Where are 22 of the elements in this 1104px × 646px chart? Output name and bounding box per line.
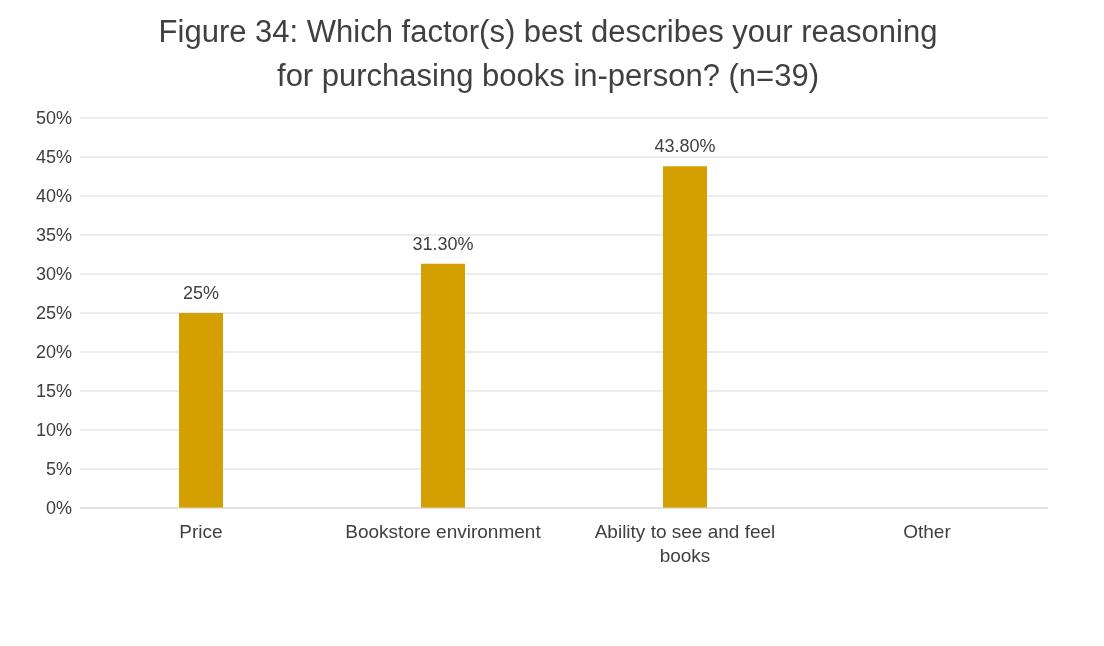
x-tick-label: Other xyxy=(903,521,952,542)
y-tick-label: 0% xyxy=(45,498,72,519)
x-tick-label: Price xyxy=(179,521,223,542)
y-tick-label: 30% xyxy=(35,264,72,285)
bar xyxy=(179,313,223,508)
y-tick-label: 50% xyxy=(35,108,72,129)
data-label: 31.30% xyxy=(412,233,474,254)
x-tick-label: Bookstore environment xyxy=(345,521,542,542)
y-tick-label: 40% xyxy=(35,186,72,207)
y-tick-label: 10% xyxy=(35,420,72,441)
bar xyxy=(663,166,707,508)
y-tick-label: 20% xyxy=(35,342,72,363)
x-tick-label: Ability to see and feel books xyxy=(594,521,776,566)
y-tick-label: 5% xyxy=(45,459,72,480)
data-label: 43.80% xyxy=(654,136,716,157)
chart-title: Figure 34: Which factor(s) best describes your reasoning for purchasing books in-person? (n=39) xyxy=(157,13,939,95)
data-label: 25% xyxy=(182,283,220,303)
y-tick-label: 15% xyxy=(35,381,72,402)
y-tick-label: 45% xyxy=(35,147,72,168)
y-tick-label: 25% xyxy=(35,303,72,324)
y-tick-label: 35% xyxy=(35,225,72,246)
bar xyxy=(421,263,465,508)
